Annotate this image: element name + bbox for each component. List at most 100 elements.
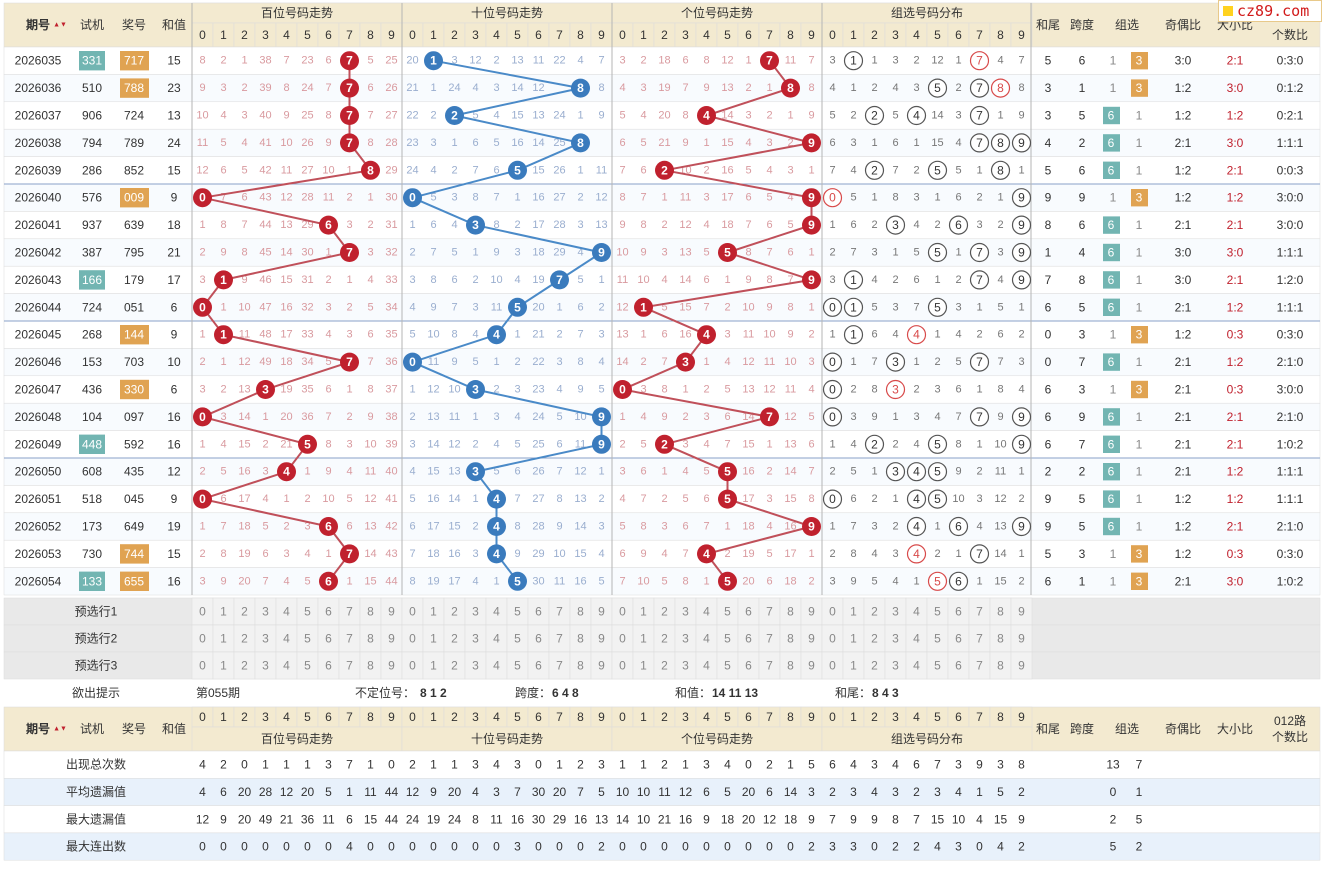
miss-value: 3 [724,329,730,341]
miss-value: 4 [892,575,898,587]
miss-value: 27 [301,164,313,176]
miss-value: 4 [577,55,583,67]
ball-ones [781,78,800,98]
stats-value: 18 [784,812,798,826]
stats-value: 2 [808,840,815,854]
big-small-cell: 3:0 [1227,574,1244,588]
machine-badge [79,571,105,591]
ball-tens [592,434,611,454]
table-row [3,74,1321,103]
miss-value: 26 [532,466,544,478]
preselect-digit: 4 [493,605,500,619]
combo-aux: 1 [1136,246,1143,260]
digit-header: 1 [850,28,857,42]
miss-value: 15 [511,110,523,122]
preselect-digit: 4 [283,632,290,646]
stats-value: 5 [325,785,332,799]
combo-mark-number: 2 [871,163,878,177]
stats-value: 9 [220,812,227,826]
miss-value: 3 [913,192,919,204]
tail-cell: 3 [1045,81,1052,95]
preselect-digit: 2 [661,659,668,673]
digit-header: 4 [283,28,290,42]
stats-value: 0 [451,840,458,854]
stats-value: 1 [367,758,374,772]
stats-row [3,750,1321,779]
sum-cell: 16 [167,410,181,424]
miss-value: 9 [703,82,709,94]
miss-value: 21 [658,137,670,149]
miss-value: 13 [364,521,376,533]
miss-value: 7 [220,521,226,533]
miss-value: 2 [976,466,982,478]
combo-mark [822,379,843,400]
combo6-cell: 6 [1108,218,1115,232]
ball-number: 7 [346,547,353,561]
stats-value: 2 [913,785,920,799]
combo-mark [843,270,864,290]
span-cell: 9 [1079,410,1086,424]
combo-mark [885,462,906,482]
miss-value: 6 [955,192,961,204]
site-logo[interactable]: cz89.com [1218,0,1322,22]
stats-value: 10 [637,812,651,826]
stats-g3: 5 [1110,840,1117,854]
combo-aux: 1 [1110,54,1117,68]
miss-value: 2 [556,329,562,341]
tail-cell: 4 [1045,136,1052,150]
miss-value: 14 [280,247,292,259]
tail-cell: 0 [1045,355,1052,369]
miss-value: 28 [553,219,565,231]
miss-value: 16 [511,137,523,149]
bottom-group-combo-header: 组选号码分布 [891,732,963,746]
miss-value: 2 [262,438,268,450]
span-cell: 2 [1079,465,1086,479]
miss-value: 10 [637,274,649,286]
miss-value: 5 [892,110,898,122]
bottom-digit: 4 [493,710,500,724]
stats-value: 0 [199,840,206,854]
preselect-digit: 5 [934,632,941,646]
stats-value: 7 [514,785,521,799]
miss-value: 3 [220,82,226,94]
miss-value: 5 [850,466,856,478]
miss-value: 18 [280,356,292,368]
miss-value: 7 [661,356,667,368]
miss-value: 5 [808,411,814,423]
digit-header: 9 [598,28,605,42]
miss-value: 11 [428,356,439,368]
miss-value: 7 [682,82,688,94]
miss-value: 6 [682,55,688,67]
tail-cell: 2 [1045,465,1052,479]
combo-mark-number: 9 [1018,410,1025,424]
combo-mark-number: 9 [1018,520,1025,534]
miss-value: 12 [574,466,586,478]
miss-value: 6 [640,164,646,176]
miss-value: 15 [679,301,691,313]
miss-value: 11 [995,466,1006,478]
combo-mark [822,188,843,208]
miss-value: 2 [766,110,772,122]
combo3-cell: 3 [1136,547,1143,561]
miss-value: 5 [703,466,709,478]
bottom-group-tens-header: 十位号码走势 [471,731,543,746]
ball-number: 9 [808,520,815,534]
miss-value: 23 [532,384,544,396]
miss-value: 4 [325,329,331,341]
miss-value: 1 [976,575,982,587]
combo-mark [1011,242,1032,263]
stats-value: 7 [934,758,941,772]
miss-value: 9 [640,247,646,259]
miss-value: 9 [682,137,688,149]
miss-value: 4 [1018,384,1024,396]
table-row [3,512,1321,541]
combo-mark [843,51,864,71]
miss-value: 2 [913,55,919,67]
stats-value: 49 [259,812,273,826]
miss-value: 8 [682,575,688,587]
miss-value: 11 [575,438,586,450]
prize-cell: 795 [124,246,144,260]
preselect-digit: 4 [283,659,290,673]
miss-value: 2 [913,384,919,396]
route-cell: 1:0:2 [1277,437,1304,451]
